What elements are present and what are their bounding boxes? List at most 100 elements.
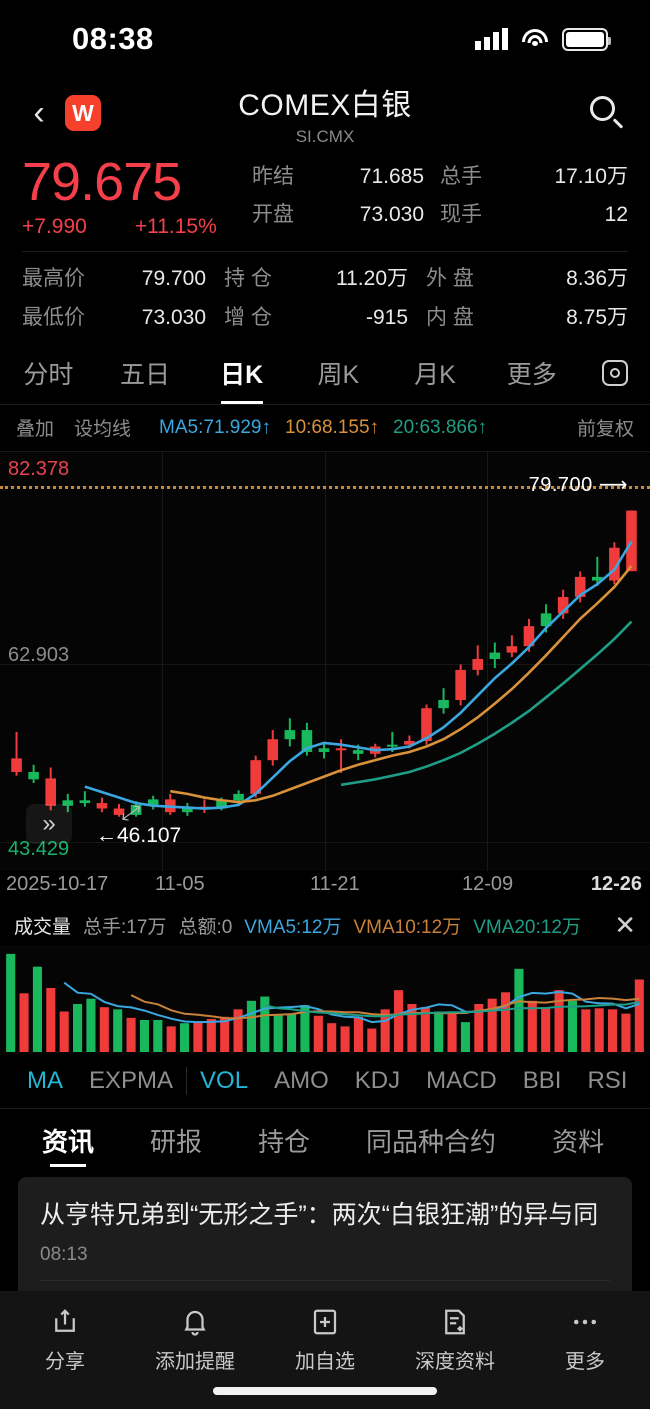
vma10-value: VMA10:12万	[353, 917, 462, 939]
status-bar: 08:38	[0, 0, 650, 78]
volume-total-hands: 总手:17万	[83, 917, 167, 939]
app-logo[interactable]: W	[65, 95, 101, 131]
tab-weekly-k[interactable]: 周K	[317, 361, 360, 390]
indicator-macd[interactable]: MACD	[426, 1067, 497, 1095]
status-time: 08:38	[72, 21, 154, 56]
tab-same-contracts[interactable]: 同品种合约	[366, 1127, 497, 1158]
tab-news[interactable]: 资讯	[14, 1109, 122, 1173]
indicator-rsi[interactable]: RSI	[587, 1067, 628, 1095]
bottom-action-bar: 分享 添加提醒 加自选 深度资料	[0, 1291, 650, 1409]
vma5-value: VMA5:12万	[244, 917, 342, 939]
news-time: 08:13	[40, 1244, 88, 1266]
stat-value: 73.030	[141, 305, 206, 329]
low-price-marker-value: 46.107	[117, 823, 182, 847]
indicator-vol[interactable]: VOL	[186, 1067, 261, 1096]
status-indicators	[475, 27, 611, 51]
vma20-value: VMA20:12万	[473, 917, 581, 939]
stat-value: 71.685	[359, 165, 424, 188]
tab-monthly-k[interactable]: 月K	[414, 361, 456, 390]
period-tabs: 分时 五日 日K 周K 月K 更多	[0, 343, 650, 405]
stat-high: 最高价 79.700	[22, 262, 224, 292]
volume-header: 成交量 总手:17万 总额:0 VMA5:12万 VMA10:12万 VMA20…	[0, 907, 650, 945]
volume-title: 成交量	[14, 917, 72, 939]
action-label: 更多	[565, 1351, 605, 1373]
ma5-value: MA5:71.929↑	[159, 416, 271, 438]
stat-outer-volume: 外 盘 8.36万	[426, 262, 628, 292]
indicator-amo[interactable]: AMO	[274, 1067, 329, 1095]
stat-inner-volume: 内 盘 8.75万	[426, 301, 628, 331]
last-price-marker-value: 79.700	[528, 473, 593, 496]
indicator-expma[interactable]: EXPMA	[89, 1067, 174, 1095]
stat-prev-close: 昨结 71.685	[252, 160, 440, 190]
action-label: 添加提醒	[155, 1351, 235, 1373]
divider	[22, 250, 628, 252]
axis-low-label: 43.429	[8, 837, 70, 860]
stat-value: 11.20万	[336, 266, 408, 290]
close-icon[interactable]: ✕	[614, 910, 636, 941]
share-icon	[50, 1305, 80, 1339]
stat-total-volume: 总手 17.10万	[440, 160, 628, 190]
stat-label: 昨结	[252, 165, 294, 188]
expand-left-icon[interactable]: »	[26, 803, 72, 844]
volume-chart[interactable]	[0, 944, 650, 1055]
back-chevron-icon[interactable]: ‹	[33, 94, 45, 132]
stat-interest-change: 增 仓 -915	[224, 301, 426, 331]
divider	[40, 1280, 610, 1282]
overlay-button[interactable]: 叠加	[16, 419, 55, 441]
x-tick-4: 12-26	[590, 872, 642, 895]
ma-indicator-row: 叠加 设均线 MA5:71.929↑ 10:68.155↑ 20:63.866↑…	[0, 405, 650, 451]
candlestick-chart[interactable]: 82.378 62.903 43.429 79.700 ⟶ ←46.107 ⤢ …	[0, 450, 650, 871]
list-item[interactable]: 从亨特兄弟到“无形之手”：两次“白银狂潮”的异与同 08:13	[18, 1179, 632, 1267]
last-price: 79.675	[22, 152, 182, 212]
signal-bars-icon	[475, 28, 508, 50]
stat-label: 现手	[440, 203, 482, 226]
indicator-kdj[interactable]: KDJ	[354, 1067, 401, 1095]
stat-value: 17.10万	[554, 165, 628, 188]
news-title: 从亨特兄弟到“无形之手”：两次“白银狂潮”的异与同	[40, 1200, 599, 1229]
chart-canvas	[11, 510, 637, 817]
tab-minute[interactable]: 分时	[23, 361, 74, 390]
adjust-type-button[interactable]: 前复权	[576, 419, 634, 441]
last-price-marker: 79.700 ⟶	[529, 472, 628, 497]
indicator-bias[interactable]: BIAS	[640, 1067, 650, 1095]
tab-positions[interactable]: 持仓	[258, 1127, 311, 1158]
indicator-bbi[interactable]: BBI	[522, 1067, 562, 1095]
bell-icon	[180, 1305, 210, 1339]
action-add-alert[interactable]: 添加提醒	[130, 1305, 260, 1374]
tab-five-day[interactable]: 五日	[120, 361, 171, 390]
action-deep-data[interactable]: 深度资料	[390, 1305, 520, 1374]
crosshair-cursor-icon: ⤢	[120, 798, 142, 826]
stat-label: 增 仓	[224, 305, 272, 329]
volume-total-amount: 总额:0	[178, 917, 233, 939]
page-subtitle: SI.CMX	[295, 126, 355, 146]
document-icon	[440, 1305, 470, 1339]
stat-label: 总手	[440, 165, 482, 188]
set-ma-button[interactable]: 设均线	[74, 419, 132, 441]
stat-label: 开盘	[252, 203, 294, 226]
tab-profile[interactable]: 资料	[552, 1127, 605, 1158]
quote-detail-grid: 最高价 79.700 持 仓 11.20万 外 盘 8.36万 最低价 73.0…	[22, 262, 628, 331]
axis-mid-label: 62.903	[8, 643, 70, 666]
chart-settings-icon[interactable]	[580, 343, 650, 404]
action-add-watchlist[interactable]: 加自选	[260, 1305, 390, 1374]
stat-label: 外 盘	[426, 266, 474, 290]
low-price-marker: ←46.107	[96, 823, 182, 847]
ma20-value: 20:63.866↑	[393, 416, 488, 438]
indicator-ma[interactable]: MA	[27, 1067, 63, 1095]
indicator-tabs: MA EXPMA VOL AMO KDJ MACD BBI RSI BIAS W…	[0, 1055, 650, 1109]
quote-panel: 79.675 +7.990 +11.15% 昨结 71.685 总手 17.10…	[0, 148, 650, 331]
quote-stats: 昨结 71.685 总手 17.10万 开盘 73.030 现手 12	[252, 154, 628, 228]
search-icon[interactable]	[590, 96, 624, 130]
tab-more[interactable]: 更多	[506, 361, 557, 390]
stat-label: 内 盘	[426, 305, 474, 329]
stat-low: 最低价 73.030	[22, 301, 224, 331]
plus-box-icon	[310, 1305, 340, 1339]
stat-value: 79.700	[141, 266, 206, 290]
x-tick-0: 2025-10-17	[6, 872, 109, 895]
tab-research[interactable]: 研报	[150, 1127, 203, 1158]
action-share[interactable]: 分享	[0, 1305, 130, 1374]
arrow-right-icon: ⟶	[598, 473, 628, 496]
tab-daily-k[interactable]: 日K	[193, 343, 290, 404]
x-tick-3: 12-09	[462, 872, 514, 895]
action-more[interactable]: 更多	[520, 1305, 650, 1374]
